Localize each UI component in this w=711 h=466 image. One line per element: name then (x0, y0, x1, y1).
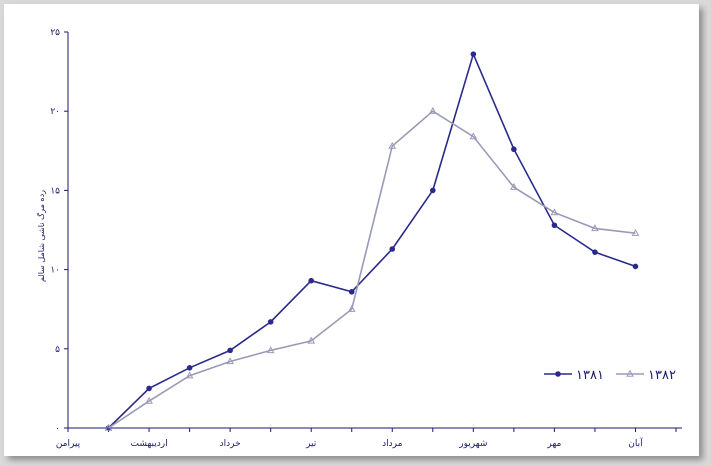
x-tick-label: مهر (546, 439, 561, 449)
data-point (551, 222, 558, 229)
data-point (389, 246, 396, 252)
series-1 (105, 51, 639, 431)
data-point (510, 183, 518, 190)
data-point (428, 106, 437, 114)
chart-frame: ۰ ۵ ۱۰ ۱۵ ۲۰ ۲۵ پیرامن اردیبهشت خرداد تیر مرداد شه… (4, 4, 699, 456)
series-line (107, 51, 636, 429)
y-tick-label: ۵ (55, 345, 60, 355)
y-axis-ticks: ۰ ۵ ۱۰ ۱۵ ۲۰ ۲۵ (50, 28, 68, 434)
data-point (227, 347, 233, 354)
series-layer (104, 51, 640, 431)
data-point (348, 288, 355, 295)
x-tick-label: مرداد (382, 439, 402, 449)
data-point (347, 304, 356, 312)
legend: ۱۳۸۱ ۱۳۸۲ (544, 368, 676, 383)
data-point (307, 336, 316, 344)
data-point (631, 228, 640, 236)
x-axis-ticks: پیرامن اردیبهشت خرداد تیر مرداد شهریور مهر آبان (56, 428, 677, 449)
data-point (592, 249, 598, 255)
series-2 (104, 106, 640, 431)
data-point (145, 396, 153, 404)
data-point (226, 357, 234, 365)
data-point (388, 141, 397, 149)
legend-swatch-marker (626, 369, 634, 377)
data-point (186, 365, 193, 371)
x-tick-label: پیرامن (56, 439, 81, 449)
x-tick-label: شهریور (458, 439, 487, 449)
data-point (266, 346, 275, 354)
y-tick-label: ۱۰ (50, 266, 60, 276)
legend-label: ۱۳۸۱ (576, 368, 604, 383)
y-tick-label: ۰ (55, 424, 60, 434)
x-tick-label: تیر (305, 439, 317, 449)
data-point (146, 385, 152, 392)
legend-label: ۱۳۸۲ (648, 368, 676, 383)
y-tick-label: ۲۰ (50, 107, 60, 117)
series-line (108, 110, 636, 429)
data-point (591, 224, 599, 232)
data-point (430, 187, 436, 194)
line-chart: ۰ ۵ ۱۰ ۱۵ ۲۰ ۲۵ پیرامن اردیبهشت خرداد تیر مرداد شه… (36, 28, 682, 449)
data-point (308, 277, 315, 284)
y-tick-label: ۱۵ (50, 186, 60, 196)
data-point (469, 132, 478, 140)
data-point (632, 263, 639, 270)
x-tick-label: آبان (628, 437, 643, 449)
x-tick-label: خرداد (220, 439, 241, 449)
legend-swatch-marker (555, 371, 561, 377)
x-tick-label: اردیبهشت (131, 439, 168, 449)
data-point (470, 51, 477, 57)
data-point (104, 423, 113, 431)
axes (67, 32, 682, 429)
y-axis-title: رده مرگ ناشی شامل سالم (36, 190, 46, 282)
y-tick-label: ۲۵ (50, 28, 60, 38)
data-point (267, 319, 274, 325)
data-point (185, 371, 194, 379)
data-point (511, 146, 517, 153)
data-point (550, 208, 559, 216)
